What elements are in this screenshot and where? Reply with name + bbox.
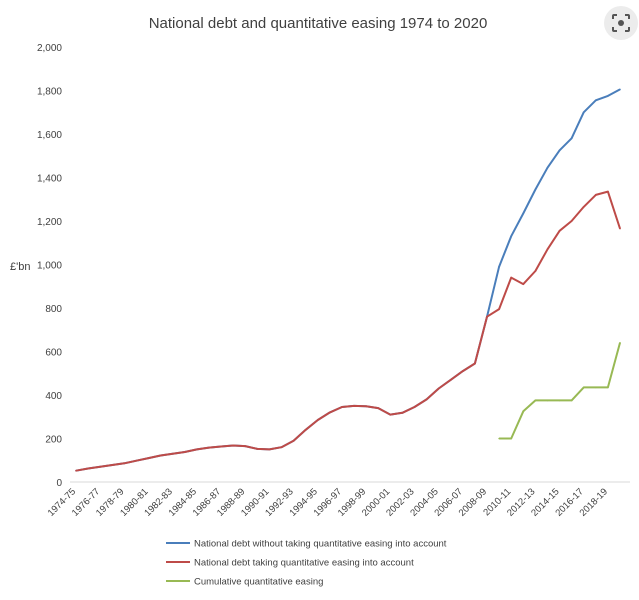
- chart-title: National debt and quantitative easing 19…: [149, 15, 488, 32]
- data-point: [546, 399, 549, 402]
- data-point: [510, 276, 512, 279]
- series-line-3: [499, 342, 621, 440]
- data-point: [498, 437, 500, 440]
- data-point: [558, 399, 561, 402]
- data-point: [570, 137, 573, 140]
- data-point: [522, 212, 525, 215]
- data-point: [341, 406, 343, 408]
- data-point: [75, 469, 77, 472]
- data-point: [280, 446, 283, 449]
- data-point: [87, 467, 89, 470]
- data-point: [582, 206, 585, 208]
- data-point: [546, 248, 549, 251]
- data-point: [462, 370, 464, 372]
- data-point: [244, 445, 247, 447]
- data-point: [607, 386, 609, 389]
- data-point: [534, 270, 537, 272]
- data-point: [619, 88, 621, 91]
- data-point: [558, 149, 561, 152]
- data-point: [401, 412, 404, 414]
- data-point: [316, 419, 319, 421]
- data-point: [184, 451, 186, 453]
- data-point: [99, 465, 101, 468]
- data-point: [425, 398, 428, 401]
- x-axis-ticks: 1974-751976-771978-791980-811982-831984-…: [46, 486, 610, 518]
- data-point: [486, 315, 488, 318]
- data-point: [159, 454, 162, 457]
- data-point: [389, 413, 392, 416]
- y-tick-label: 1,600: [37, 130, 62, 141]
- data-point: [582, 111, 585, 114]
- data-point: [498, 308, 500, 310]
- series-line-1: [75, 88, 621, 472]
- y-tick-label: 1,200: [37, 217, 62, 228]
- data-point: [474, 362, 476, 365]
- data-point: [534, 188, 537, 191]
- data-point: [498, 265, 500, 268]
- data-point: [619, 342, 621, 344]
- data-point: [570, 399, 573, 402]
- data-point: [522, 283, 525, 285]
- y-tick-label: 1,000: [37, 261, 62, 272]
- data-point: [196, 448, 198, 451]
- data-point: [619, 227, 621, 230]
- data-point: [147, 457, 150, 459]
- data-point: [510, 437, 512, 440]
- data-point: [220, 445, 222, 448]
- y-tick-label: 600: [45, 348, 62, 359]
- y-tick-label: 0: [56, 478, 62, 489]
- data-point: [546, 166, 549, 169]
- data-point: [570, 220, 573, 222]
- legend: National debt without taking quantitativ…: [166, 539, 447, 588]
- data-point: [304, 429, 307, 431]
- data-point: [534, 399, 537, 402]
- data-point: [268, 448, 271, 451]
- data-point: [292, 439, 295, 442]
- data-point: [377, 407, 380, 409]
- data-point: [595, 99, 597, 102]
- y-tick-label: 200: [45, 435, 62, 446]
- legend-label: National debt without taking quantitativ…: [194, 539, 447, 550]
- legend-label: National debt taking quantitative easing…: [194, 558, 414, 569]
- data-point: [607, 190, 609, 193]
- data-point: [582, 386, 585, 389]
- data-point: [595, 386, 597, 389]
- y-axis-ticks: 0 200 400 600 800 1,000 1,200 1,400 1,600 1,800 2,…: [37, 43, 62, 489]
- data-point: [449, 378, 452, 381]
- data-point: [123, 462, 126, 465]
- data-point: [522, 410, 525, 413]
- y-tick-label: 800: [45, 304, 62, 315]
- y-tick-label: 400: [45, 391, 62, 402]
- data-point: [558, 229, 561, 232]
- data-point: [111, 464, 114, 466]
- data-point: [595, 194, 597, 196]
- lens-search-button[interactable]: [604, 6, 638, 40]
- data-point: [353, 405, 355, 407]
- data-point: [437, 387, 440, 390]
- y-tick-label: 2,000: [37, 43, 62, 54]
- data-point: [365, 405, 367, 408]
- data-point: [135, 459, 138, 462]
- data-point: [232, 444, 234, 447]
- series-line-2: [75, 190, 621, 472]
- data-point: [171, 452, 174, 455]
- y-tick-label: 1,800: [37, 87, 62, 98]
- data-point: [208, 446, 210, 449]
- y-tick-label: 1,400: [37, 174, 62, 185]
- legend-label: Cumulative quantitative easing: [194, 577, 323, 588]
- y-axis-label: £'bn: [10, 261, 30, 273]
- data-point: [607, 95, 609, 97]
- lens-search-icon: [612, 14, 630, 32]
- data-point: [256, 448, 259, 450]
- series-lines: [75, 88, 621, 472]
- data-point: [329, 411, 331, 414]
- data-point: [510, 235, 512, 238]
- data-point: [413, 406, 416, 408]
